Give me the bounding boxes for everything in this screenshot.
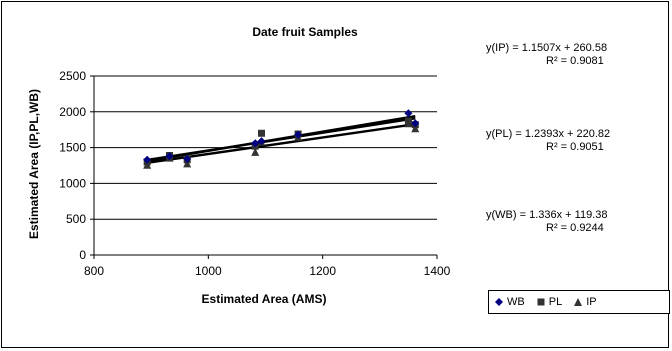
y-tick-label: 500 (66, 212, 86, 226)
y-tick-label: 0 (79, 248, 86, 262)
legend-label-wb: WB (507, 296, 525, 308)
plot-area (94, 76, 437, 255)
trend-equation-wb: y(WB) = 1.336x + 119.38 R² = 0.9244 (486, 209, 607, 235)
data-point-ip (183, 159, 192, 168)
axes: 0 500 1000 1500 2000 2500 800 1000 1200 1400 (59, 69, 450, 278)
data-point-ip (251, 147, 260, 156)
trend-r2-wb: R² = 0.9244 (546, 222, 604, 234)
x-tick-label: 800 (84, 264, 104, 278)
legend-item-pl: PL (537, 296, 562, 308)
trend-equation-pl: y(PL) = 1.2393x + 220.82 R² = 0.9051 (486, 128, 610, 154)
legend-label-ip: IP (586, 296, 597, 308)
x-tick-label: 1000 (195, 264, 222, 278)
y-tick-label: 1000 (59, 176, 86, 190)
data-points (143, 109, 420, 169)
legend-item-ip: IP (574, 296, 597, 308)
data-point-pl (404, 117, 412, 125)
data-point-wb (143, 155, 152, 164)
x-tick-label: 1200 (309, 264, 336, 278)
trend-equation-pl-text: y(PL) = 1.2393x + 220.82 (486, 128, 611, 140)
x-tick-label: 1400 (424, 264, 451, 278)
gridlines (94, 75, 437, 220)
y-tick-label: 2500 (59, 69, 86, 83)
trendline-pl (146, 117, 416, 162)
trend-equation-ip: y(IP) = 1.1507x + 260.58 R² = 0.9081 (486, 42, 607, 68)
data-point-wb (411, 119, 420, 128)
data-point-wb (251, 139, 260, 148)
chart-legend: WB PL IP (488, 290, 670, 314)
x-axis-label: Estimated Area (AMS) (202, 292, 327, 306)
data-point-pl (257, 129, 265, 137)
trend-equation-ip-text: y(IP) = 1.1507x + 260.58 (486, 42, 608, 54)
data-point-wb (404, 109, 413, 118)
square-marker-icon (537, 298, 545, 306)
chart-title: Date fruit Samples (252, 25, 358, 39)
y-tick-label: 1500 (59, 141, 86, 155)
data-point-wb (165, 152, 174, 161)
data-point-wb (294, 130, 303, 139)
y-axis-label: Estimated Area (IP,PL,WB) (27, 89, 41, 239)
data-point-ip (411, 124, 420, 133)
triangle-marker-icon (574, 298, 583, 306)
trend-equation-wb-text: y(WB) = 1.336x + 119.38 (486, 209, 608, 221)
data-point-wb (257, 137, 266, 146)
trendlines (146, 114, 416, 164)
trend-r2-ip: R² = 0.9081 (546, 55, 604, 67)
legend-label-pl: PL (548, 296, 563, 308)
legend-item-wb: WB (495, 296, 525, 308)
trend-r2-pl: R² = 0.9051 (546, 141, 604, 153)
diamond-marker-icon (495, 298, 503, 306)
data-point-wb (183, 155, 192, 164)
y-tick-label: 2000 (59, 105, 86, 119)
trendline-ip (146, 122, 416, 164)
